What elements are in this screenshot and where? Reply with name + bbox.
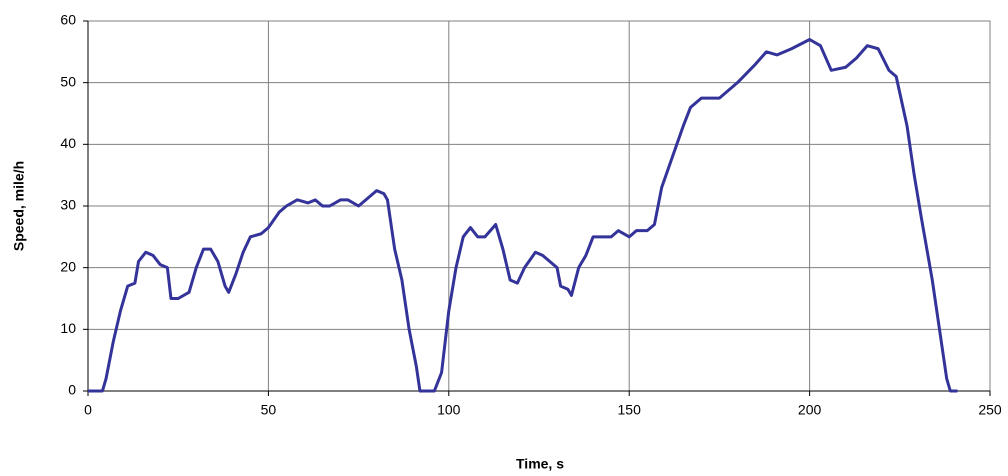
x-tick-label: 150 xyxy=(618,402,642,418)
x-tick-label: 0 xyxy=(84,402,92,418)
y-tick-label: 20 xyxy=(60,258,76,274)
y-tick-label: 30 xyxy=(60,197,76,213)
x-tick-label: 250 xyxy=(978,402,1002,418)
y-tick-label: 50 xyxy=(60,73,76,89)
y-axis-title: Speed, mile/h xyxy=(11,161,27,251)
y-tick-label: 0 xyxy=(68,382,76,398)
x-tick-label: 200 xyxy=(798,402,822,418)
x-tick-label: 50 xyxy=(261,402,277,418)
x-axis-title: Time, s xyxy=(516,456,564,472)
data-line xyxy=(88,38,958,393)
y-tick-label: 10 xyxy=(60,320,76,336)
y-tick-label: 60 xyxy=(60,12,76,28)
x-tick-label: 100 xyxy=(437,402,461,418)
y-tick-label: 40 xyxy=(60,135,76,151)
